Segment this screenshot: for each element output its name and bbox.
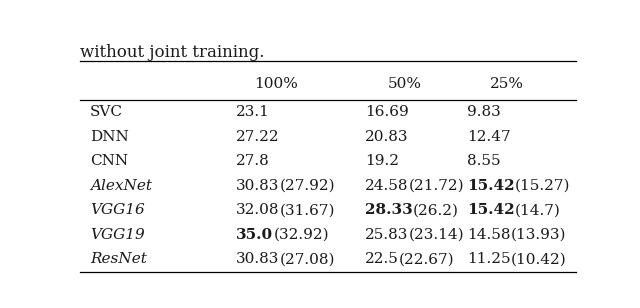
Text: 16.69: 16.69 [365,105,409,119]
Text: AlexNet: AlexNet [90,179,152,193]
Text: (23.14): (23.14) [408,228,464,242]
Text: (21.72): (21.72) [409,179,465,193]
Text: 9.83: 9.83 [467,105,500,119]
Text: (26.2): (26.2) [413,203,459,217]
Text: 32.08: 32.08 [236,203,280,217]
Text: 50%: 50% [388,77,422,91]
Text: 30.83: 30.83 [236,253,280,266]
Text: 28.33: 28.33 [365,203,413,217]
Text: VGG19: VGG19 [90,228,145,242]
Text: (14.7): (14.7) [515,203,561,217]
Text: 15.42: 15.42 [467,179,515,193]
Text: 22.5: 22.5 [365,253,399,266]
Text: 23.1: 23.1 [236,105,270,119]
Text: 14.58: 14.58 [467,228,510,242]
Text: without joint training.: without joint training. [80,44,264,61]
Text: 35.0: 35.0 [236,228,273,242]
Text: CNN: CNN [90,154,128,168]
Text: (22.67): (22.67) [399,253,454,266]
Text: (15.27): (15.27) [515,179,570,193]
Text: 25%: 25% [490,77,524,91]
Text: 15.42: 15.42 [467,203,515,217]
Text: VGG16: VGG16 [90,203,145,217]
Text: 11.25: 11.25 [467,253,511,266]
Text: 12.47: 12.47 [467,130,511,144]
Text: 25.83: 25.83 [365,228,408,242]
Text: 8.55: 8.55 [467,154,500,168]
Text: 30.83: 30.83 [236,179,280,193]
Text: DNN: DNN [90,130,129,144]
Text: (10.42): (10.42) [511,253,566,266]
Text: 100%: 100% [254,77,298,91]
Text: (27.92): (27.92) [280,179,335,193]
Text: ResNet: ResNet [90,253,147,266]
Text: (31.67): (31.67) [280,203,335,217]
Text: (32.92): (32.92) [273,228,329,242]
Text: 27.8: 27.8 [236,154,270,168]
Text: 20.83: 20.83 [365,130,409,144]
Text: 27.22: 27.22 [236,130,280,144]
Text: (27.08): (27.08) [280,253,335,266]
Text: (13.93): (13.93) [510,228,566,242]
Text: 24.58: 24.58 [365,179,409,193]
Text: 19.2: 19.2 [365,154,399,168]
Text: SVC: SVC [90,105,123,119]
